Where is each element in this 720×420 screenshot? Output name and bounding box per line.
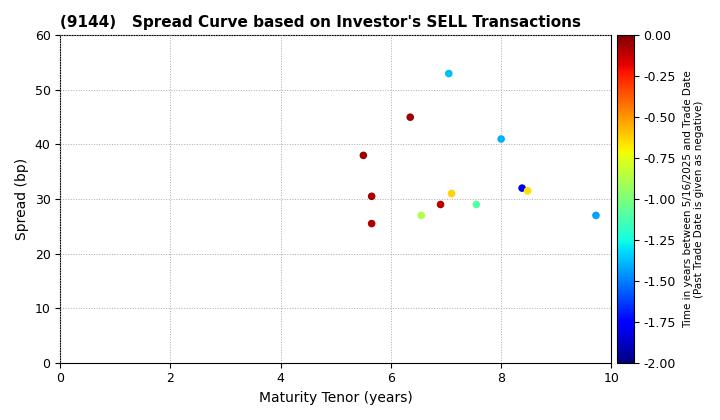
Point [366,193,377,199]
Point [516,185,528,192]
Point [405,114,416,121]
Text: (9144)   Spread Curve based on Investor's SELL Transactions: (9144) Spread Curve based on Investor's … [60,15,581,30]
Point [446,190,457,197]
Point [415,212,427,219]
Point [358,152,369,159]
Y-axis label: Time in years between 5/16/2025 and Trade Date
(Past Trade Date is given as nega: Time in years between 5/16/2025 and Trad… [683,70,704,328]
Y-axis label: Spread (bp): Spread (bp) [15,158,29,240]
Point [471,201,482,208]
X-axis label: Maturity Tenor (years): Maturity Tenor (years) [259,391,413,405]
Point [590,212,602,219]
Point [522,187,534,194]
Point [443,70,454,77]
Point [435,201,446,208]
Point [495,136,507,142]
Point [366,220,377,227]
